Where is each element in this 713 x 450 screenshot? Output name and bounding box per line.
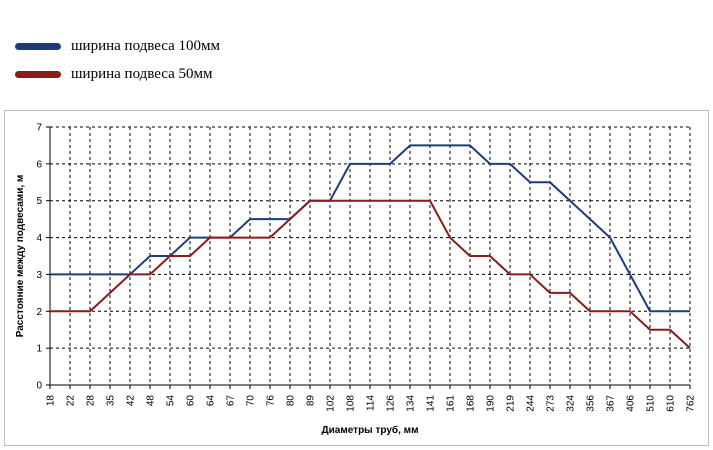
series-line-1 bbox=[50, 144, 690, 313]
x-tick-label: 64 bbox=[206, 395, 217, 407]
y-tick-label: 6 bbox=[36, 159, 42, 170]
x-tick-label: 22 bbox=[66, 395, 77, 407]
x-tick-label: 141 bbox=[426, 395, 437, 412]
x-tick-label: 48 bbox=[146, 395, 157, 407]
x-tick-label: 161 bbox=[446, 395, 457, 412]
x-tick-label: 18 bbox=[46, 395, 57, 407]
x-tick-label: 273 bbox=[546, 395, 557, 412]
x-tick-label: 114 bbox=[366, 395, 377, 411]
x-tick-label: 134 bbox=[406, 395, 417, 412]
x-tick-label: 610 bbox=[666, 395, 677, 412]
legend-swatch-series-2 bbox=[15, 70, 61, 78]
x-axis-title: Диаметры труб, мм bbox=[322, 424, 419, 436]
y-tick-label: 0 bbox=[36, 381, 42, 392]
x-tick-label: 510 bbox=[646, 395, 657, 412]
x-tick-label: 67 bbox=[226, 395, 237, 407]
legend-label-series-1: ширина подвеса 100мм bbox=[71, 37, 221, 54]
x-tick-label: 89 bbox=[306, 395, 317, 407]
x-tick-label: 324 bbox=[566, 395, 577, 412]
x-tick-label: 60 bbox=[186, 395, 197, 407]
x-tick-label: 80 bbox=[286, 395, 297, 407]
legend: ширина подвеса 100мм ширина подвеса 50мм bbox=[0, 0, 713, 100]
y-tick-label: 5 bbox=[36, 196, 42, 207]
x-tick-label: 102 bbox=[326, 395, 337, 412]
x-tick-label: 356 bbox=[586, 395, 597, 412]
legend-swatch-series-1 bbox=[15, 42, 61, 50]
y-tick-label: 4 bbox=[36, 233, 42, 244]
y-axis-title: Расстояние между подвесами, м bbox=[15, 175, 26, 338]
chart-frame bbox=[4, 110, 709, 446]
x-tick-label: 54 bbox=[166, 395, 177, 407]
x-tick-label: 244 bbox=[526, 395, 537, 412]
x-tick-label: 406 bbox=[626, 395, 637, 412]
x-tick-label: 367 bbox=[606, 395, 617, 412]
y-tick-label: 1 bbox=[36, 344, 42, 355]
x-tick-label: 108 bbox=[346, 395, 357, 412]
series-lines bbox=[50, 144, 691, 349]
series-line-2 bbox=[50, 199, 691, 349]
x-tick-label: 762 bbox=[686, 395, 697, 412]
x-tick-label: 126 bbox=[386, 395, 397, 412]
x-tick-label: 168 bbox=[466, 395, 477, 412]
x-tick-label: 190 bbox=[486, 395, 497, 412]
legend-item-series-1: ширина подвеса 100мм bbox=[15, 36, 220, 56]
legend-item-series-2: ширина подвеса 50мм bbox=[15, 64, 213, 84]
y-tick-label: 3 bbox=[36, 270, 42, 281]
x-tick-label: 219 bbox=[506, 395, 517, 412]
x-tick-label: 42 bbox=[126, 395, 137, 407]
x-tick-label: 35 bbox=[106, 395, 117, 407]
grid bbox=[50, 126, 691, 385]
x-tick-label: 76 bbox=[266, 395, 277, 407]
x-tick-label: 28 bbox=[86, 395, 97, 407]
legend-label-series-2: ширина подвеса 50мм bbox=[71, 65, 213, 82]
x-tick-label: 70 bbox=[246, 395, 257, 407]
y-tick-label: 2 bbox=[36, 307, 42, 318]
y-tick-label: 7 bbox=[36, 123, 42, 134]
